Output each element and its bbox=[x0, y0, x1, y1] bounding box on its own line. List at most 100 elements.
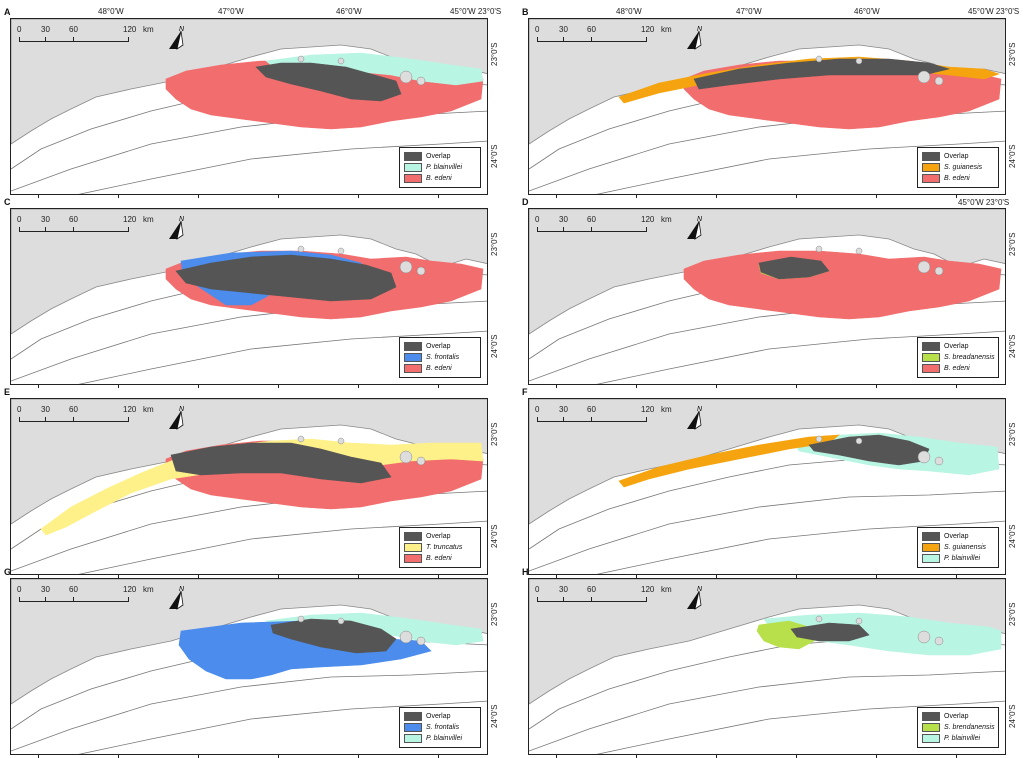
map-legend: Overlap S. guianesis B. edeni bbox=[917, 147, 999, 188]
latitude-label: 24°0'S bbox=[1008, 334, 1017, 358]
latitude-label: 23°0'S bbox=[1008, 232, 1017, 256]
latitude-label: 24°0'S bbox=[490, 524, 499, 548]
scale-tick-label: 0 bbox=[535, 405, 540, 414]
scale-line bbox=[537, 227, 647, 232]
legend-swatch bbox=[404, 353, 422, 362]
scale-line bbox=[19, 227, 129, 232]
scale-tick-label: 30 bbox=[41, 585, 50, 594]
scale-tick bbox=[45, 37, 46, 41]
map-legend: Overlap S. breadanensis B. edeni bbox=[917, 337, 999, 378]
legend-swatch bbox=[404, 163, 422, 172]
latitude-label: 24°0'S bbox=[490, 144, 499, 168]
island-shape bbox=[399, 450, 413, 464]
panel-label: F bbox=[522, 387, 528, 397]
scale-unit: km bbox=[661, 25, 672, 34]
map-panel-a: 0 30 60 120 km N Overlap P. blainvillei B. edeni bbox=[10, 18, 488, 195]
legend-entry: B. edeni bbox=[922, 363, 994, 374]
frame-tick bbox=[438, 385, 439, 388]
latitude-label: 24°0'S bbox=[1008, 704, 1017, 728]
legend-swatch bbox=[404, 532, 422, 541]
legend-entry: Overlap bbox=[404, 151, 476, 162]
map-panel-d: 0 30 60 120 km N Overlap S. breadanensis B. eden… bbox=[528, 208, 1006, 385]
legend-swatch bbox=[404, 712, 422, 721]
frame-tick bbox=[556, 385, 557, 388]
scale-tick-label: 30 bbox=[41, 405, 50, 414]
island-shape bbox=[416, 76, 426, 86]
island-shape bbox=[416, 636, 426, 646]
legend-swatch bbox=[922, 163, 940, 172]
scale-tick-label: 0 bbox=[535, 585, 540, 594]
latitude-label: 23°0'S bbox=[490, 42, 499, 66]
scale-unit: km bbox=[143, 405, 154, 414]
legend-label: S. guianesis bbox=[944, 164, 983, 171]
scale-line bbox=[537, 597, 647, 602]
island-shape bbox=[337, 57, 345, 65]
frame-tick bbox=[716, 385, 717, 388]
island-shape bbox=[297, 615, 305, 623]
frame-tick bbox=[796, 575, 797, 578]
legend-entry: S. brendanensis bbox=[922, 722, 995, 733]
frame-tick bbox=[198, 575, 199, 578]
frame-tick bbox=[118, 195, 119, 198]
legend-swatch bbox=[922, 554, 940, 563]
map-panel-b: 0 30 60 120 km N Overlap S. guianesis B. edeni bbox=[528, 18, 1006, 195]
latitude-label: 23°0'S bbox=[1008, 422, 1017, 446]
legend-label: Overlap bbox=[426, 153, 451, 160]
island-shape bbox=[815, 55, 823, 63]
scale-tick bbox=[563, 37, 564, 41]
legend-label: Overlap bbox=[426, 533, 451, 540]
island-shape bbox=[416, 456, 426, 466]
scale-tick-label: 60 bbox=[69, 585, 78, 594]
land-area bbox=[529, 209, 1005, 335]
island-shape bbox=[855, 57, 863, 65]
scale-tick-label: 60 bbox=[69, 405, 78, 414]
latitude-label: 24°0'S bbox=[490, 704, 499, 728]
legend-entry: T. truncatus bbox=[404, 542, 476, 553]
distribution-overlap bbox=[175, 254, 397, 302]
scale-tick-label: 30 bbox=[41, 25, 50, 34]
scale-tick bbox=[591, 417, 592, 421]
legend-label: B. edeni bbox=[944, 365, 970, 372]
panel-label: A bbox=[4, 7, 11, 17]
distribution-overlap bbox=[170, 442, 392, 484]
legend-label: S. frontalis bbox=[426, 354, 460, 361]
legend-entry: Overlap bbox=[922, 711, 994, 722]
legend-entry: P. blainvillei bbox=[404, 733, 476, 744]
latitude-label: 24°0'S bbox=[1008, 144, 1017, 168]
svg-text:N: N bbox=[697, 26, 703, 33]
isobath-line bbox=[529, 670, 1005, 752]
island-shape bbox=[815, 615, 823, 623]
distribution-overlap bbox=[693, 58, 951, 90]
legend-entry: S. breadanensis bbox=[922, 352, 995, 363]
island-shape bbox=[297, 55, 305, 63]
scale-line bbox=[537, 417, 647, 422]
panel-label: C bbox=[4, 197, 11, 207]
legend-entry: S. guianesis bbox=[922, 162, 994, 173]
isobath-line bbox=[78, 140, 487, 194]
map-canvas bbox=[529, 399, 1005, 574]
map-panel-e: 0 30 60 120 km N Overlap T. truncatus B. edeni bbox=[10, 398, 488, 575]
scale-tick bbox=[73, 37, 74, 41]
longitude-label: 46°0'W bbox=[336, 7, 362, 16]
north-arrow-icon: N bbox=[167, 405, 187, 430]
map-canvas bbox=[529, 19, 1005, 194]
distribution-edeni bbox=[683, 250, 1002, 320]
map-legend: Overlap S. guianensis P. blainvillei bbox=[917, 527, 999, 568]
scale-tick bbox=[73, 417, 74, 421]
legend-swatch bbox=[404, 734, 422, 743]
scale-tick-label: 60 bbox=[69, 215, 78, 224]
scale-tick bbox=[45, 597, 46, 601]
frame-tick bbox=[636, 575, 637, 578]
scale-tick bbox=[45, 227, 46, 231]
island-shape bbox=[399, 260, 413, 274]
island-shape bbox=[416, 266, 426, 276]
frame-tick bbox=[876, 575, 877, 578]
map-canvas bbox=[11, 19, 487, 194]
scale-unit: km bbox=[661, 585, 672, 594]
legend-label: Overlap bbox=[426, 713, 451, 720]
legend-label: S. brendanensis bbox=[944, 724, 995, 731]
map-panel-g: 0 30 60 120 km N Overlap S. frontalis P. blainvi… bbox=[10, 578, 488, 755]
map-legend: Overlap S. brendanensis P. blainvillei bbox=[917, 707, 999, 748]
isobath-line bbox=[78, 330, 487, 384]
